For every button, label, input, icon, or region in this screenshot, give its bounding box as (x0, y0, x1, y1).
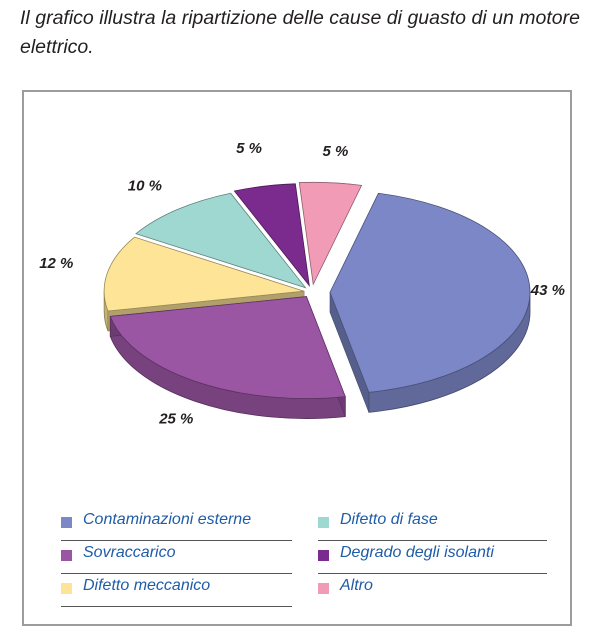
chart-caption: Il grafico illustra la ripartizione dell… (20, 7, 580, 58)
pie-slice-contaminazioni-esterne (329, 192, 531, 413)
pie-slice-top (233, 183, 310, 287)
legend-item-difetto-meccanico: Difetto meccanico (61, 575, 292, 607)
legend-divider (318, 573, 547, 574)
pie-slice-top (109, 296, 346, 399)
legend-label: Degrado degli isolanti (340, 544, 494, 561)
legend-swatch (318, 583, 329, 594)
legend-label: Contaminazioni esterne (83, 511, 252, 528)
pie-label-contaminazioni-esterne: 43 % (530, 282, 565, 299)
legend-item-degrado-isolanti: Degrado degli isolanti (318, 542, 547, 574)
legend-label: Difetto meccanico (83, 577, 211, 594)
legend-swatch (61, 550, 72, 561)
legend-swatch (318, 517, 329, 528)
legend-swatch (318, 550, 329, 561)
legend-label: Sovraccarico (83, 544, 176, 561)
legend-item-difetto-fase: Difetto di fase (318, 509, 547, 541)
legend-item-altro: Altro (318, 575, 547, 601)
pie-slice-altro (298, 181, 363, 286)
pie-slice-top (298, 181, 363, 286)
pie-label-difetto-meccanico: 12 % (39, 255, 73, 272)
pie-label-degrado-degli-isolanti: 5 % (236, 140, 262, 157)
legend-divider (61, 540, 292, 541)
pie-chart: 43 % 25 % 12 % 10 % 5 % 5 % (39, 140, 565, 428)
legend-label: Altro (340, 577, 373, 594)
pie-slice-difetto-di-fase (135, 192, 307, 289)
legend-swatch (61, 583, 72, 594)
legend-item-sovraccarico: Sovraccarico (61, 542, 292, 574)
pie-label-difetto-di-fase: 10 % (128, 177, 162, 194)
pie-slice-degrado-degli-isolanti (233, 183, 310, 287)
pie-slice-top (329, 192, 531, 393)
pie-slice-top (135, 192, 307, 289)
pie-label-sovraccarico: 25 % (158, 410, 193, 427)
legend-divider (61, 606, 292, 607)
pie-slice-sovraccarico (109, 296, 346, 419)
legend-divider (61, 573, 292, 574)
pie-slice-top (103, 236, 305, 312)
legend-swatch (61, 517, 72, 528)
chart-frame: 43 % 25 % 12 % 10 % 5 % 5 % Contaminazioni es… (22, 90, 572, 626)
legend-item-contaminazioni: Contaminazioni esterne (61, 509, 292, 541)
legend-divider (318, 540, 547, 541)
pie-label-altro: 5 % (322, 143, 348, 160)
legend-label: Difetto di fase (340, 511, 438, 528)
